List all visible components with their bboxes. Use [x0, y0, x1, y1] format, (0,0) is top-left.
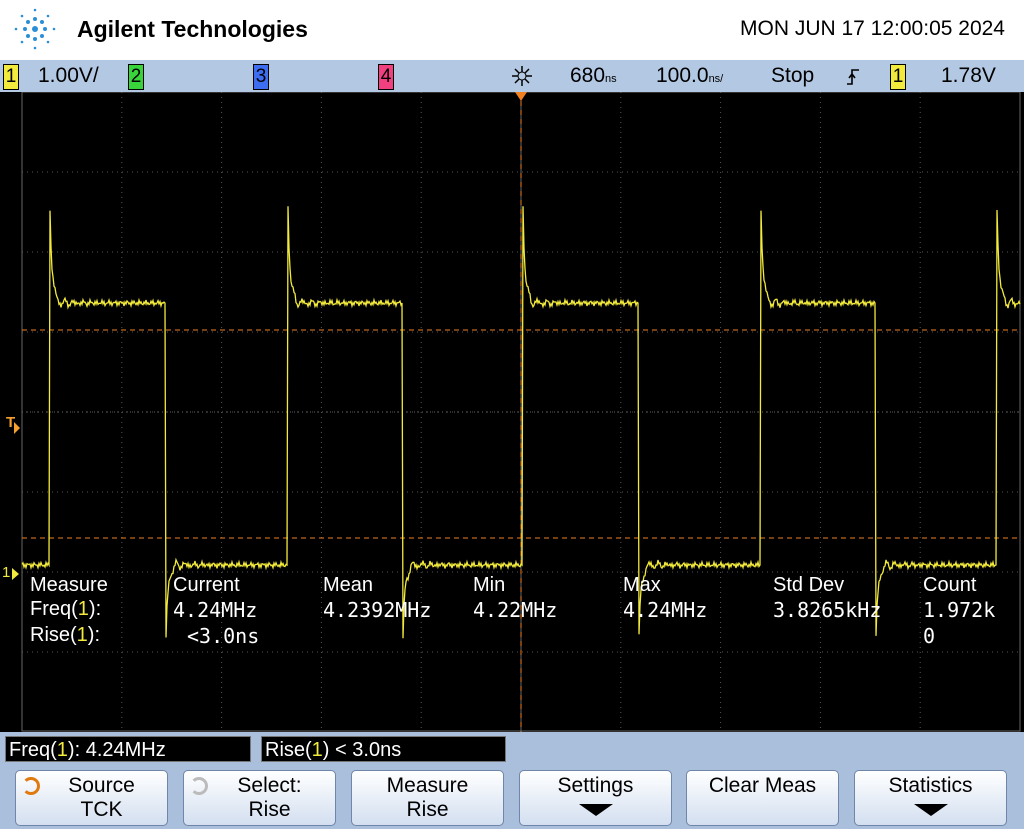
- softkey[interactable]: Clear Meas: [686, 770, 839, 826]
- edge-icon: [847, 69, 859, 85]
- ground-marker: 1: [2, 564, 11, 581]
- channel-3[interactable]: 3: [253, 64, 269, 90]
- softkey-value: TCK: [80, 798, 123, 821]
- ground-arrow: [12, 568, 19, 580]
- measure-value: 3.8265kHz: [773, 598, 882, 622]
- readout-label: Rise(: [265, 739, 312, 761]
- readout-channel: 1: [311, 739, 323, 761]
- readout-rise: Rise(1) < 3.0ns: [261, 736, 506, 762]
- softkey[interactable]: Statistics: [854, 770, 1007, 826]
- measure-value: 0: [923, 624, 936, 648]
- measure-channel: 1: [76, 624, 88, 646]
- softkey-bar: Freq(1): 4.24MHz Rise(1) < 3.0ns Source T…: [0, 732, 1024, 829]
- readout-label: Freq(: [9, 739, 57, 761]
- waveform: [21, 206, 1021, 639]
- measure-value: 4.22MHz: [473, 598, 558, 622]
- softkey-value: Rise: [406, 798, 449, 821]
- softkey-title: Settings: [557, 774, 634, 797]
- waveform-display: T 1 Measure Current Mean Min Max Std Dev Count…: [0, 91, 1024, 732]
- measure-header: Count: [923, 574, 977, 596]
- channel-1[interactable]: 1: [3, 64, 19, 90]
- measure-header: Min: [473, 574, 506, 596]
- trigger-marker: T: [6, 414, 16, 431]
- down-arrow: [578, 804, 613, 816]
- measure-header: Current: [173, 574, 240, 596]
- delay-value: 680: [570, 64, 606, 87]
- header: Agilent Technologies MON JUN 17 12:00:05…: [0, 0, 1024, 60]
- measure-header: Measure: [30, 574, 108, 596]
- softkey-title: Measure: [386, 774, 469, 797]
- graticule: [12, 91, 1021, 732]
- logo: [14, 8, 56, 50]
- rotate-icon: [22, 777, 40, 795]
- channel-2[interactable]: 2: [128, 64, 144, 90]
- softkey-title: Select:: [237, 774, 302, 797]
- channel-4[interactable]: 4: [378, 64, 394, 90]
- datetime: MON JUN 17 12:00:05 2024: [740, 17, 1005, 40]
- measure-header: Mean: [323, 574, 374, 596]
- readout-label: ): [322, 739, 330, 761]
- softkey-title: Clear Meas: [708, 774, 817, 797]
- softkey[interactable]: Source TCK: [15, 770, 168, 826]
- readout-channel: 1: [56, 739, 68, 761]
- readout-freq: Freq(1): 4.24MHz: [5, 736, 251, 762]
- softkey-title: Source: [68, 774, 135, 797]
- brand: Agilent Technologies: [77, 16, 308, 42]
- softkey-value: Rise: [248, 798, 291, 821]
- channel-scale: 1.00V/: [38, 64, 99, 87]
- measure-label: Rise(1):: [30, 624, 100, 647]
- measure-value: 4.2392MHz: [323, 598, 432, 622]
- trigger-point: [515, 92, 527, 101]
- measure-value: <3.0ns: [187, 624, 260, 648]
- softkey[interactable]: Select: Rise: [183, 770, 336, 826]
- measure-header: Max: [623, 574, 661, 596]
- delay: 680ns: [570, 64, 617, 91]
- readout-value: < 3.0ns: [335, 739, 402, 761]
- run-state: Stop: [771, 64, 815, 87]
- readout-label: ):: [67, 739, 81, 761]
- softkey-title: Statistics: [888, 774, 973, 797]
- measure-label-part: ):: [87, 624, 101, 646]
- down-arrow: [913, 804, 948, 816]
- readout-value: 4.24MHz: [85, 739, 166, 761]
- measure-label-part: Freq(: [30, 598, 78, 620]
- measure-channel: 1: [77, 598, 89, 620]
- trigger-level: 1.78V: [941, 64, 996, 87]
- trigger-arrow: [14, 422, 20, 434]
- trigger-icon: [512, 66, 532, 86]
- measure-header: Std Dev: [773, 574, 845, 596]
- delay-unit: ns: [605, 73, 617, 85]
- status-bar: 1 1.00V/ 2 3 4 680ns 100.0ns/ Stop 1 1.7…: [0, 60, 1024, 92]
- softkey[interactable]: Measure Rise: [351, 770, 504, 826]
- measure-label-part: Rise(: [30, 624, 77, 646]
- timebase: 100.0ns/: [656, 64, 723, 91]
- timebase-value: 100.0: [656, 64, 709, 87]
- measure-value: 4.24MHz: [173, 598, 258, 622]
- measure-label-part: ):: [88, 598, 102, 620]
- trigger-source: 1: [890, 64, 906, 90]
- measure-value: 4.24MHz: [623, 598, 708, 622]
- timebase-unit: ns/: [708, 73, 724, 85]
- softkey[interactable]: Settings: [519, 770, 672, 826]
- rotate-icon: [190, 777, 208, 795]
- measure-label: Freq(1):: [30, 598, 101, 621]
- measure-value: 1.972k: [923, 598, 996, 622]
